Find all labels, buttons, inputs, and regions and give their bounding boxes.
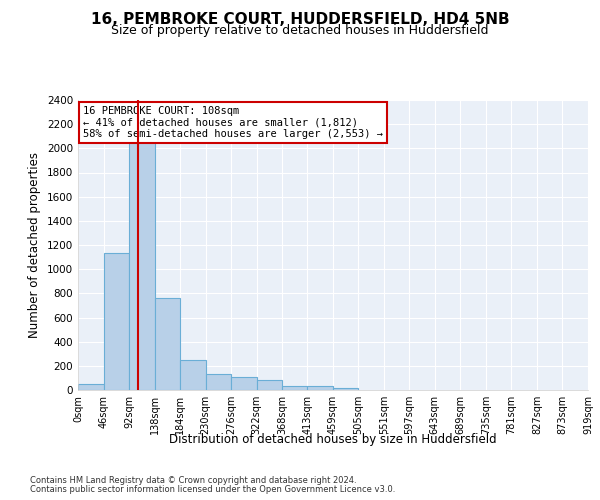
- Bar: [155, 298, 180, 390]
- Text: Contains public sector information licensed under the Open Government Licence v3: Contains public sector information licen…: [30, 485, 395, 494]
- Bar: [307, 386, 333, 390]
- Bar: [129, 126, 155, 390]
- Bar: [231, 376, 257, 390]
- Text: 16, PEMBROKE COURT, HUDDERSFIELD, HD4 5NB: 16, PEMBROKE COURT, HUDDERSFIELD, HD4 5N…: [91, 12, 509, 28]
- Bar: [282, 386, 307, 390]
- Bar: [78, 384, 104, 390]
- Bar: [206, 374, 231, 390]
- Text: Distribution of detached houses by size in Huddersfield: Distribution of detached houses by size …: [169, 432, 497, 446]
- Text: Size of property relative to detached houses in Huddersfield: Size of property relative to detached ho…: [111, 24, 489, 37]
- Bar: [257, 380, 282, 390]
- Bar: [104, 254, 129, 390]
- Bar: [180, 360, 206, 390]
- Text: Contains HM Land Registry data © Crown copyright and database right 2024.: Contains HM Land Registry data © Crown c…: [30, 476, 356, 485]
- Text: 16 PEMBROKE COURT: 108sqm
← 41% of detached houses are smaller (1,812)
58% of se: 16 PEMBROKE COURT: 108sqm ← 41% of detac…: [83, 106, 383, 139]
- Y-axis label: Number of detached properties: Number of detached properties: [28, 152, 41, 338]
- Bar: [333, 388, 358, 390]
